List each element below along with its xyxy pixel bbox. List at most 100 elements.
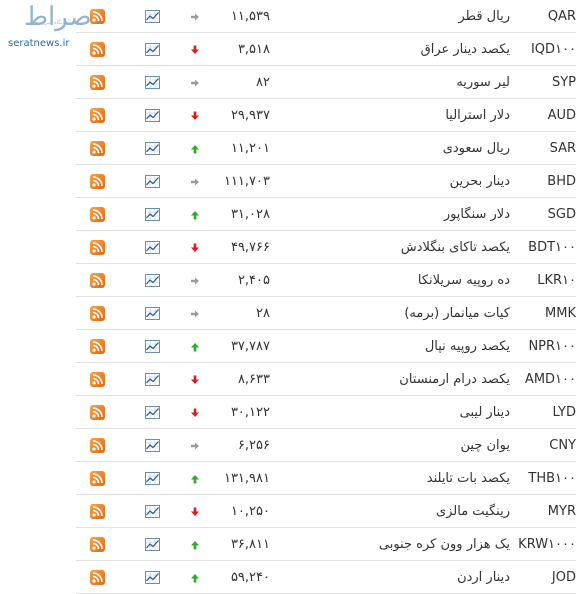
table-row: ۱۱,۵۳۹ ریال قطر QAR [76, 0, 576, 33]
line-chart-icon[interactable] [144, 405, 160, 419]
rss-icon[interactable] [89, 338, 105, 354]
arrow-down-icon [190, 506, 200, 516]
price-value: ۴۹,۷۶۶ [210, 230, 270, 264]
line-chart-icon[interactable] [144, 42, 160, 56]
line-chart-icon[interactable] [144, 75, 160, 89]
rss-icon[interactable] [89, 206, 105, 222]
rss-cell [76, 296, 132, 330]
chart-cell [132, 197, 164, 231]
price-value: ۱۱,۲۰۱ [210, 131, 270, 165]
trend-cell [164, 494, 210, 528]
rss-icon[interactable] [89, 371, 105, 387]
arrow-up-icon [190, 572, 200, 583]
table-row: ۲,۴۰۵ ده روپیه سریلانکا LKR۱۰ [76, 263, 576, 297]
currency-code: IQD۱۰۰ [510, 32, 576, 66]
currency-name: ریال سعودی [270, 131, 510, 165]
arrow-right-icon [190, 11, 200, 21]
trend-cell [164, 527, 210, 561]
line-chart-icon[interactable] [144, 471, 160, 485]
currency-code: CNY [510, 428, 576, 462]
line-chart-icon[interactable] [144, 240, 160, 254]
trend-cell [164, 395, 210, 429]
line-chart-icon[interactable] [144, 372, 160, 386]
currency-name: دینار اردن [270, 560, 510, 594]
table-row: ۱۳۱,۹۸۱ یکصد بات تایلند THB۱۰۰ [76, 461, 576, 495]
rss-cell [76, 32, 132, 66]
chart-cell [132, 98, 164, 132]
price-value: ۳۱,۰۲۸ [210, 197, 270, 231]
rss-icon[interactable] [89, 404, 105, 420]
currency-code: QAR [510, 0, 576, 33]
trend-cell [164, 32, 210, 66]
rss-icon[interactable] [89, 305, 105, 321]
line-chart-icon[interactable] [144, 438, 160, 452]
chart-cell [132, 263, 164, 297]
line-chart-icon[interactable] [144, 273, 160, 287]
price-value: ۲,۴۰۵ [210, 263, 270, 297]
line-chart-icon[interactable] [144, 339, 160, 353]
chart-cell [132, 32, 164, 66]
table-row: ۱۱,۲۰۱ ریال سعودی SAR [76, 131, 576, 165]
line-chart-icon[interactable] [144, 207, 160, 221]
chart-cell [132, 230, 164, 264]
price-value: ۵۹,۲۴۰ [210, 560, 270, 594]
rss-icon[interactable] [89, 107, 105, 123]
chart-cell [132, 296, 164, 330]
currency-name: ریال قطر [270, 0, 510, 33]
line-chart-icon[interactable] [144, 504, 160, 518]
line-chart-icon[interactable] [144, 9, 160, 23]
currency-code: THB۱۰۰ [510, 461, 576, 495]
arrow-down-icon [190, 407, 200, 417]
rss-icon[interactable] [89, 437, 105, 453]
trend-cell [164, 0, 210, 33]
currency-name: دینار لیبی [270, 395, 510, 429]
rss-icon[interactable] [89, 173, 105, 189]
rss-icon[interactable] [89, 239, 105, 255]
rss-icon[interactable] [89, 536, 105, 552]
currency-code: LYD [510, 395, 576, 429]
rss-icon[interactable] [89, 503, 105, 519]
trend-cell [164, 164, 210, 198]
table-row: ۸۲ لیر سوریه SYP [76, 65, 576, 99]
rss-icon[interactable] [89, 470, 105, 486]
line-chart-icon[interactable] [144, 141, 160, 155]
arrow-down-icon [190, 44, 200, 54]
trend-cell [164, 329, 210, 363]
logo-site-url: seratnews.ir [8, 38, 70, 49]
table-row: ۳۰,۱۲۲ دینار لیبی LYD [76, 395, 576, 429]
rss-icon[interactable] [89, 569, 105, 585]
rss-cell [76, 461, 132, 495]
line-chart-icon[interactable] [144, 174, 160, 188]
currency-code: NPR۱۰۰ [510, 329, 576, 363]
line-chart-icon[interactable] [144, 570, 160, 584]
rss-icon[interactable] [89, 74, 105, 90]
logo-tagline: پایگاه خبری تحلیلی [26, 20, 66, 26]
price-value: ۱۰,۲۵۰ [210, 494, 270, 528]
price-value: ۱۱۱,۷۰۳ [210, 164, 270, 198]
table-row: ۲۹,۹۳۷ دلار استرالیا AUD [76, 98, 576, 132]
arrow-right-icon [190, 440, 200, 450]
trend-cell [164, 428, 210, 462]
currency-name: یکصد بات تایلند [270, 461, 510, 495]
table-row: ۳۷,۷۸۷ یکصد روپیه نپال NPR۱۰۰ [76, 329, 576, 363]
trend-cell [164, 461, 210, 495]
rss-icon[interactable] [89, 140, 105, 156]
currency-code: SAR [510, 131, 576, 165]
chart-cell [132, 362, 164, 396]
rss-icon[interactable] [89, 272, 105, 288]
trend-cell [164, 263, 210, 297]
line-chart-icon[interactable] [144, 537, 160, 551]
line-chart-icon[interactable] [144, 306, 160, 320]
arrow-right-icon [190, 308, 200, 318]
currency-rates-table: ۱۱,۵۳۹ ریال قطر QAR ۳,۵۱۸ یکصد دینار عراق IQD… [76, 0, 576, 594]
currency-name: یکصد درام ارمنستان [270, 362, 510, 396]
chart-cell [132, 164, 164, 198]
line-chart-icon[interactable] [144, 108, 160, 122]
chart-cell [132, 428, 164, 462]
rss-icon[interactable] [89, 41, 105, 57]
rss-icon[interactable] [89, 8, 105, 24]
currency-name: کیات میانمار (برمه) [270, 296, 510, 330]
price-value: ۳۰,۱۲۲ [210, 395, 270, 429]
trend-cell [164, 131, 210, 165]
currency-code: AUD [510, 98, 576, 132]
